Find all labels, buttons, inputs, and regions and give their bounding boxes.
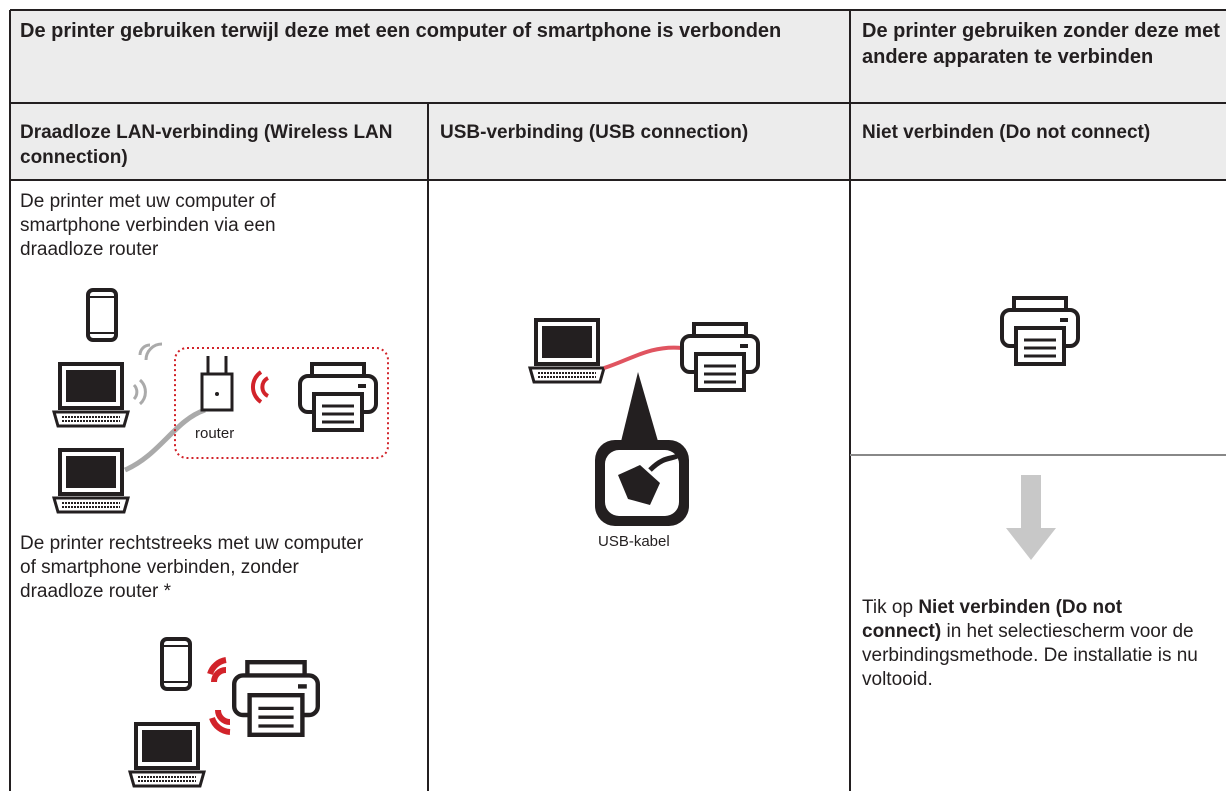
text: Tik op	[862, 597, 919, 618]
bold-text: Niet verbinden (Do not connect)	[862, 597, 1123, 642]
text: De printer met uw computer of smartphone…	[20, 191, 276, 260]
router-label: router	[195, 425, 235, 442]
text: in het selectiescherm voor de verbinding…	[862, 621, 1198, 690]
subheader-cell: Draadloze LAN-verbinding (Wireless LAN c…	[20, 122, 393, 168]
text: De printer rechtstreeks met uw computer …	[20, 533, 364, 602]
subheader-cell: USB-verbinding (USB connection)	[440, 122, 749, 143]
subheader-cell: Niet verbinden (Do not connect)	[862, 122, 1151, 143]
header-cell: De printer gebruiken terwijl deze met ee…	[20, 20, 782, 42]
cable-label: USB-kabel	[598, 533, 670, 550]
instruction: Tik op Niet verbinden (Do not connect) i…	[862, 596, 1202, 692]
header-cell: De printer gebruiken zonder deze met and…	[862, 20, 1220, 68]
